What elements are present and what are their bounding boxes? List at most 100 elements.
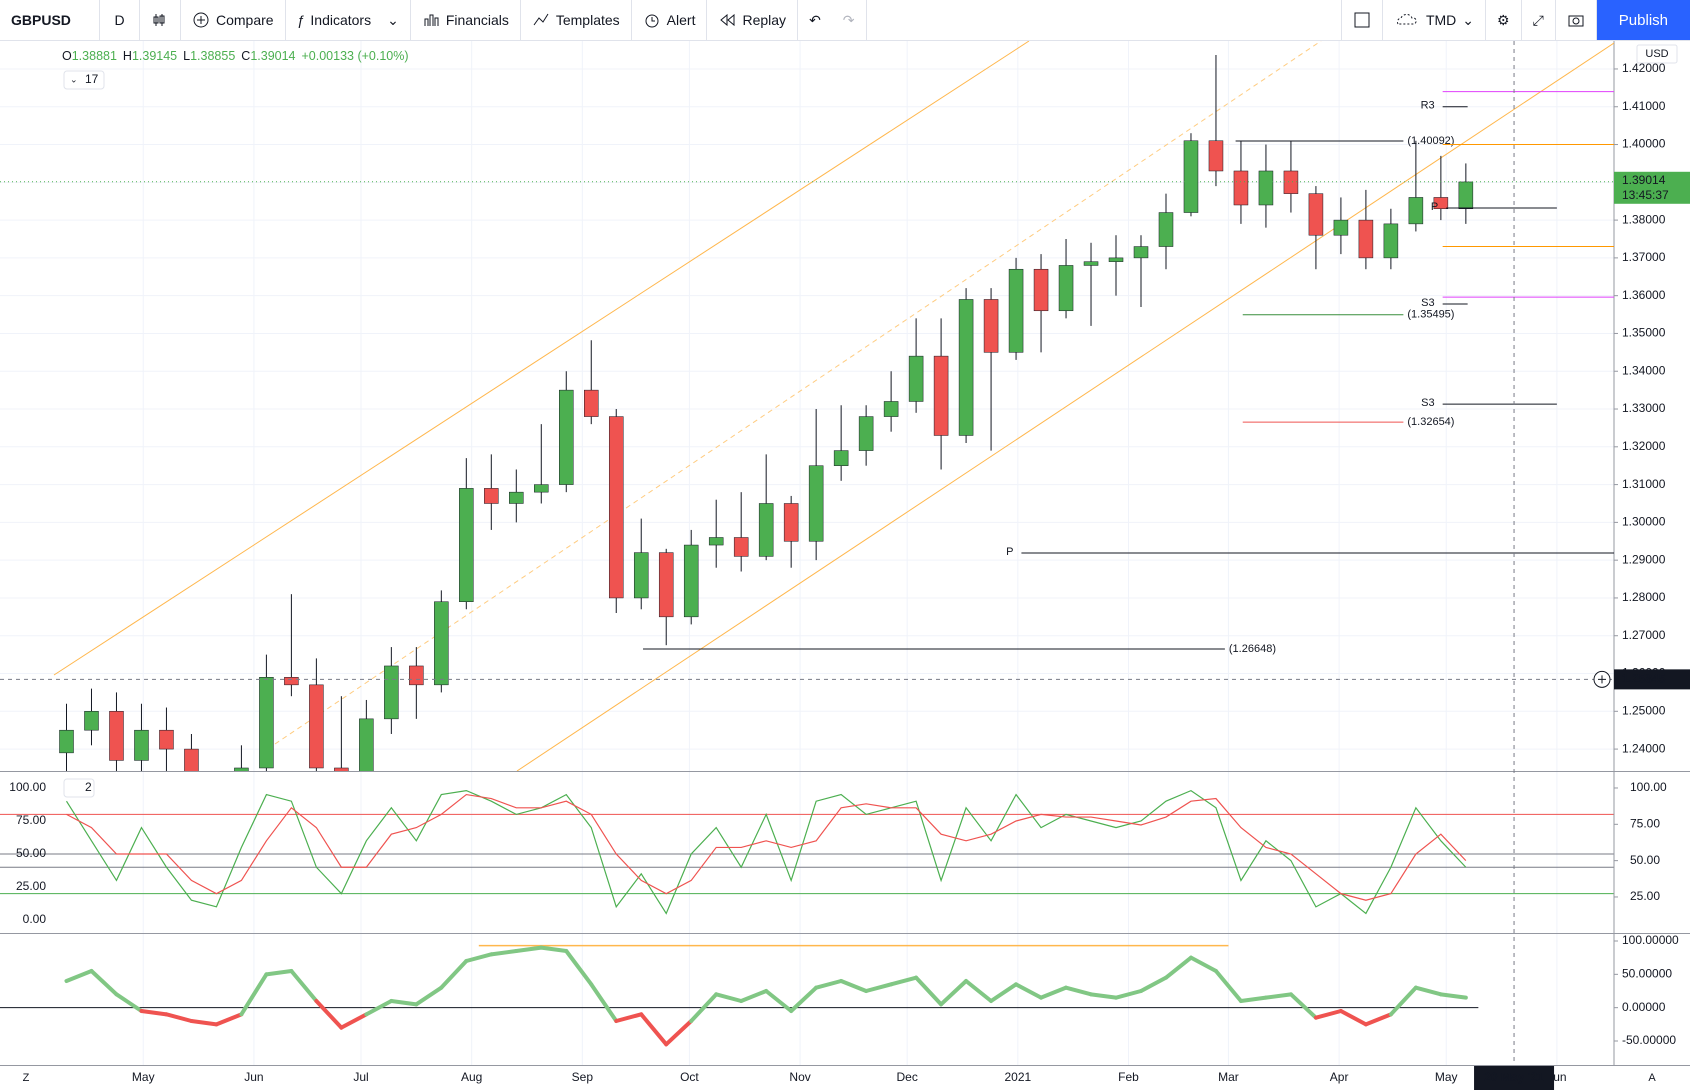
osc-segment: [1338, 1009, 1368, 1027]
layout-menu[interactable]: TMD ⌄: [1383, 0, 1487, 40]
stoch-line: [66, 793, 1467, 901]
candle-body: [1208, 140, 1224, 172]
pivot-label: (1.40092): [1407, 135, 1454, 147]
ohlc-legend: O1.38881 H1.39145 L1.38855 C1.39014 +0.00133…: [62, 49, 409, 63]
osc-segment: [1238, 995, 1268, 1003]
fullscreen[interactable]: ⤢: [1522, 0, 1556, 40]
alert-button[interactable]: Alert: [632, 0, 708, 40]
osc-segment: [214, 1012, 244, 1027]
osc-segment: [1363, 1012, 1393, 1027]
candle-body: [534, 484, 549, 493]
candle-body: [259, 677, 274, 769]
x-tick-label: Mar: [1218, 1070, 1239, 1084]
osc-segment: [589, 982, 619, 1023]
badge: 17: [85, 72, 99, 86]
pivot-label: P: [1006, 546, 1013, 558]
currency: USD: [1645, 48, 1668, 60]
y-tick-label: 1.34000: [1622, 363, 1666, 377]
undo[interactable]: ↶: [809, 11, 821, 28]
settings[interactable]: ⚙: [1486, 0, 1522, 40]
ohlc-key: O: [62, 49, 72, 63]
x-tick-label: Apr: [1330, 1070, 1349, 1084]
osc-segment: [539, 945, 569, 953]
osc-segment: [114, 992, 144, 1013]
last-price-tag: [1614, 171, 1690, 204]
osc-segment: [314, 999, 344, 1030]
y2-tick-label: 25.00: [1630, 889, 1660, 903]
price-axis-bg: [1614, 41, 1690, 1091]
candle-body: [908, 355, 924, 402]
trend-lines: [53, 41, 1614, 771]
y-tick-label: 1.37000: [1622, 250, 1666, 264]
y-tick-label: 1.35000: [1622, 326, 1666, 340]
candle-body: [559, 389, 574, 485]
candle-body: [1358, 219, 1374, 259]
badge-caret: ⌄: [70, 74, 78, 84]
x-tick-label: May: [132, 1070, 155, 1084]
candle-body: [1333, 219, 1349, 236]
badge: 2: [85, 780, 92, 794]
y-tick-label: 1.41000: [1622, 99, 1666, 113]
osc-segment: [1064, 985, 1094, 997]
timer: 13:45:37: [1622, 188, 1669, 202]
candle-body: [1008, 268, 1024, 353]
candle-body: [584, 389, 599, 417]
financials-button[interactable]: Financials: [411, 0, 521, 40]
candle-body: [234, 767, 249, 771]
crosshair-price: 1.25845: [1622, 672, 1666, 686]
add-icon: [1598, 675, 1606, 684]
candle-body: [1158, 212, 1174, 247]
pivot-label: S3: [1421, 297, 1434, 309]
templates-button[interactable]: Templates: [521, 0, 632, 40]
y-tick-label: 1.30000: [1622, 515, 1666, 529]
icon: [424, 14, 439, 26]
candle-body: [783, 503, 799, 542]
icon: [1568, 15, 1584, 27]
x-tick-label: Sep: [572, 1070, 594, 1084]
osc-segment: [1188, 955, 1218, 973]
label: Alert: [666, 12, 696, 28]
candles: R3(1.40092)PS3(1.35495)S3(1.32654)P(1.26…: [59, 54, 1614, 771]
osc-segment: [1288, 992, 1318, 1020]
candle-body: [933, 355, 949, 436]
label: Financials: [445, 12, 509, 28]
candle-body: [384, 665, 399, 720]
osc-segment: [864, 982, 894, 993]
layout-toggle[interactable]: [1340, 0, 1383, 40]
candle-body: [434, 601, 449, 686]
osc-segment: [914, 975, 944, 1007]
y-tick-label: 100.00000: [1622, 933, 1679, 947]
osc-segment: [1039, 985, 1069, 1000]
osc-segment: [89, 969, 119, 997]
symbol[interactable]: GBPUSD: [0, 0, 100, 40]
redo[interactable]: ↷: [832, 0, 867, 40]
osc-segment: [639, 1012, 669, 1047]
replay-button[interactable]: Replay: [707, 0, 799, 40]
stoch-line: [65, 789, 1467, 915]
publish-button[interactable]: Publish: [1596, 0, 1690, 40]
osc-segment: [1313, 1009, 1343, 1020]
snapshot[interactable]: [1556, 0, 1597, 40]
candle-body: [334, 767, 349, 771]
osc-segment: [339, 1012, 369, 1030]
currency-box: [1636, 44, 1678, 64]
osc-segment: [289, 969, 319, 1003]
candle-body: [484, 488, 499, 504]
label: TMD: [1425, 12, 1457, 28]
x-tick-label: Feb: [1118, 1070, 1139, 1084]
ohlc-value: 1.39145: [132, 49, 177, 63]
interval[interactable]: D: [100, 0, 140, 40]
y-tick-label: 1.38000: [1622, 212, 1666, 226]
osc-segment: [964, 979, 994, 1003]
candle-body: [758, 503, 774, 557]
indicators-button[interactable]: ƒ Indicators ⌄: [286, 0, 411, 40]
osc-segment: [814, 979, 844, 990]
compare-button[interactable]: Compare: [181, 0, 286, 40]
caret: ⌄: [387, 11, 399, 28]
osc-segment: [1213, 969, 1243, 1003]
cursor-date-tag: [1474, 1066, 1555, 1090]
icon: [720, 13, 735, 27]
chart-type[interactable]: [140, 0, 181, 40]
